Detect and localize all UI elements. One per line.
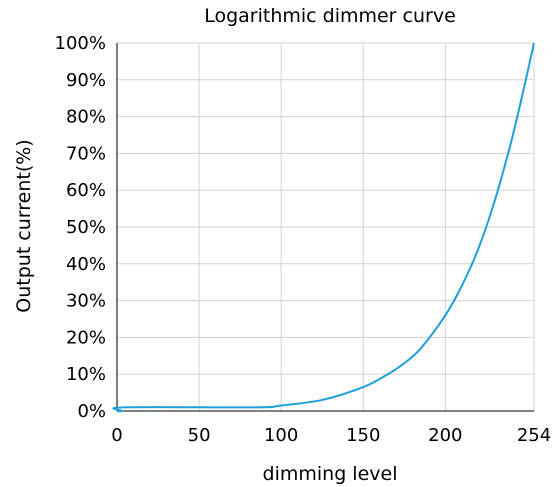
x-tick-label: 254 [517, 425, 551, 446]
y-tick-label: 0% [77, 401, 106, 422]
x-tick-label: 0 [111, 425, 122, 446]
x-tick-label: 150 [346, 425, 380, 446]
x-tick-label: 100 [264, 425, 298, 446]
y-axis-label: Output current(%) [13, 139, 35, 312]
y-tick-label: 50% [66, 217, 106, 238]
dimmer-curve-line [112, 42, 535, 413]
axes [116, 43, 534, 412]
series [112, 42, 535, 413]
y-tick-label: 10% [66, 364, 106, 385]
x-tick-label: 50 [188, 425, 211, 446]
y-tick-label: 30% [66, 291, 106, 312]
chart-title: Logarithmic dimmer curve [204, 5, 456, 27]
y-tick-label: 80% [66, 107, 106, 128]
x-tick-label: 200 [428, 425, 462, 446]
y-tick-label: 100% [55, 33, 106, 54]
x-tick-labels: 0 50 100 150 200 254 [111, 425, 551, 446]
y-tick-label: 40% [66, 254, 106, 275]
y-tick-label: 60% [66, 180, 106, 201]
y-tick-labels: 0% 10% 20% 30% 40% 50% 60% 70% 80% 90% 100% [55, 33, 106, 422]
y-tick-label: 20% [66, 327, 106, 348]
y-tick-label: 70% [66, 143, 106, 164]
y-tick-label: 90% [66, 70, 106, 91]
grid [117, 42, 535, 411]
x-axis-label: dimming level [263, 463, 398, 485]
